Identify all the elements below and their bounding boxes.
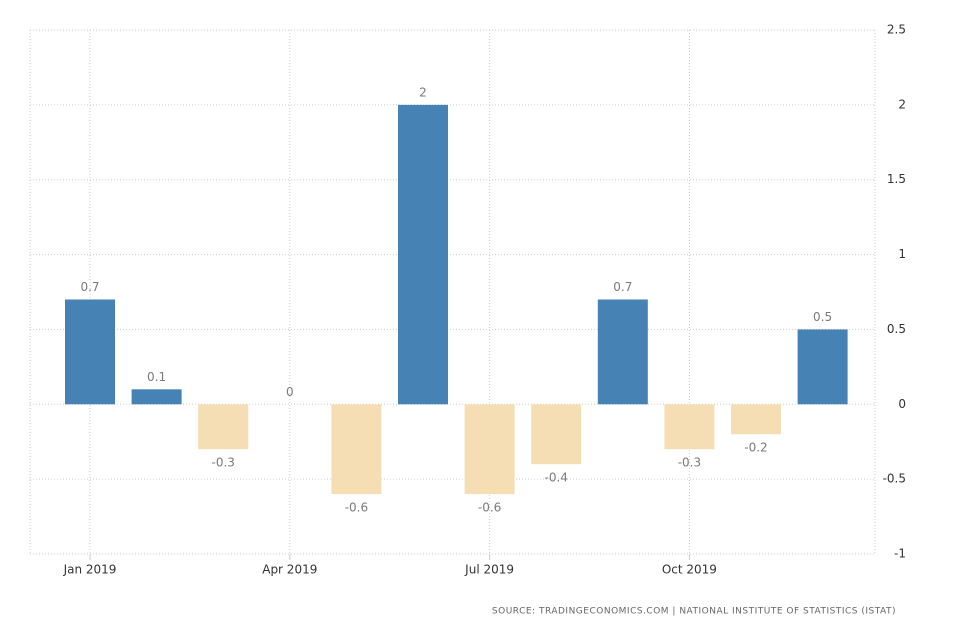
bar [464,404,515,495]
data-label: 0.1 [147,370,166,384]
data-label: 2 [419,85,427,99]
y-tick-label: 0 [898,397,906,411]
y-tick-label: 1.5 [887,172,906,186]
bar [597,299,648,405]
source: SOURCE: TRADINGECONOMICS.COM | NATIONAL … [492,607,896,617]
bar [198,404,249,450]
y-tick-label: 2.5 [887,23,906,37]
data-label: 0.7 [613,280,632,294]
data-label: -0.6 [345,501,368,515]
data-label: -0.3 [211,456,234,470]
bar [531,404,582,465]
data-label: -0.4 [544,471,567,485]
bar [331,404,382,495]
x-tick-label: Apr 2019 [262,563,317,577]
bar [797,329,848,405]
y-tick-label: 0.5 [887,322,906,336]
bar [131,389,182,405]
bar [398,104,448,405]
x-tick-label: Jan 2019 [63,563,117,577]
data-label: -0.2 [744,441,767,455]
y-tick-label: 1 [898,247,906,261]
bar [664,404,715,450]
data-label: -0.6 [478,501,501,515]
bar [65,299,115,405]
y-tick-label: 2 [898,97,906,111]
x-tick-label: Oct 2019 [662,563,717,577]
y-tick-label: -0.5 [883,472,906,486]
bar [731,404,781,435]
data-label: 0 [286,385,294,399]
data-label: 0.5 [813,310,832,324]
data-label: -0.3 [678,456,701,470]
y-tick-label: -1 [894,547,906,561]
x-tick-label: Jul 2019 [464,563,514,577]
data-label: 0.7 [80,280,99,294]
